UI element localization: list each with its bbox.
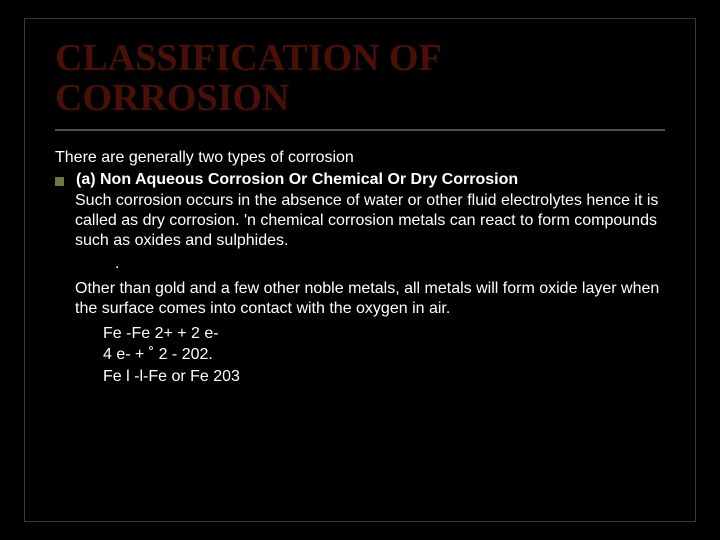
equation-3: Fe l -l-Fe or Fe 203 xyxy=(103,366,665,388)
bullet-item: (a) Non Aqueous Corrosion Or Chemical Or… xyxy=(55,171,665,189)
slide-frame: CLASSIFICATION OF CORROSION There are ge… xyxy=(24,18,696,522)
square-bullet-icon xyxy=(55,177,64,186)
slide-content: CLASSIFICATION OF CORROSION There are ge… xyxy=(25,19,695,408)
dot-marker: . xyxy=(115,255,665,273)
intro-text: There are generally two types of corrosi… xyxy=(55,149,665,167)
paragraph-1: Such corrosion occurs in the absence of … xyxy=(75,191,665,251)
equation-2: 4 e- + ˚ 2 - 202. xyxy=(103,344,665,366)
bullet-subtitle: (a) Non Aqueous Corrosion Or Chemical Or… xyxy=(76,171,518,189)
equation-1: Fe -Fe 2+ + 2 e- xyxy=(103,323,665,345)
slide-title: CLASSIFICATION OF CORROSION xyxy=(55,39,665,119)
title-underline xyxy=(55,129,665,131)
paragraph-2: Other than gold and a few other noble me… xyxy=(75,279,665,319)
